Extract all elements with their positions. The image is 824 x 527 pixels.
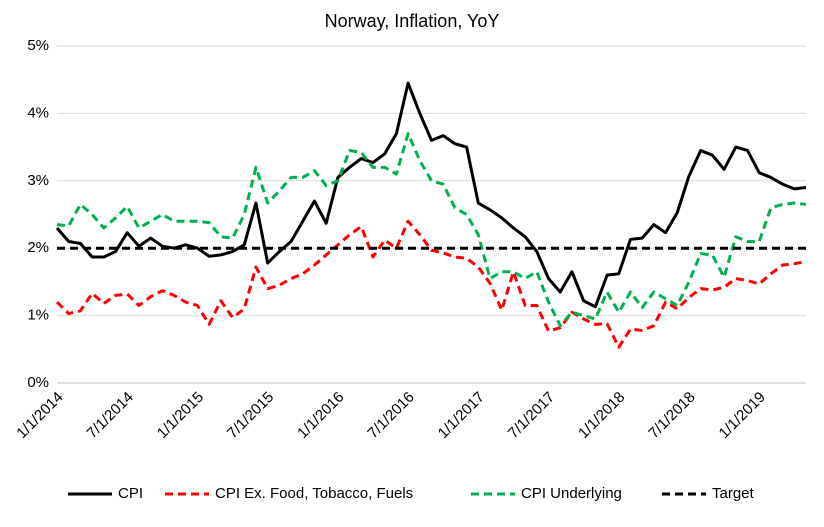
y-tick-label: 0%	[27, 374, 49, 391]
series-line	[56, 132, 807, 328]
x-tick-label: 1/1/2016	[294, 389, 347, 442]
legend-label: Target	[712, 485, 755, 502]
x-tick-label: 7/1/2017	[505, 389, 558, 442]
x-tick-label: 7/1/2014	[84, 389, 137, 442]
y-tick-label: 2%	[27, 239, 49, 256]
x-tick-label: 1/1/2014	[13, 389, 66, 442]
x-tick-label: 1/1/2015	[154, 389, 207, 442]
x-tick-label: 7/1/2016	[364, 389, 417, 442]
legend-item: CPI Underlying	[471, 485, 622, 502]
x-tick-label: 7/1/2018	[645, 389, 698, 442]
y-tick-label: 1%	[27, 307, 49, 324]
y-tick-label: 4%	[27, 104, 49, 121]
x-tick-label: 1/1/2017	[435, 389, 488, 442]
y-tick-label: 5%	[27, 37, 49, 54]
series-line	[55, 81, 807, 309]
legend-label: CPI Ex. Food, Tobacco, Fuels	[215, 485, 413, 502]
legend-item: Target	[662, 485, 755, 502]
x-tick-label: 1/1/2018	[575, 389, 628, 442]
x-tick-label: 7/1/2015	[224, 389, 277, 442]
chart-title: Norway, Inflation, YoY	[325, 11, 500, 31]
legend-item: CPI	[68, 485, 143, 502]
y-tick-label: 3%	[27, 172, 49, 189]
legend-item: CPI Ex. Food, Tobacco, Fuels	[165, 485, 413, 502]
x-tick-label: 1/1/2019	[716, 389, 769, 442]
legend-label: CPI	[118, 485, 143, 502]
legend-label: CPI Underlying	[521, 485, 622, 502]
series-line	[55, 219, 807, 349]
